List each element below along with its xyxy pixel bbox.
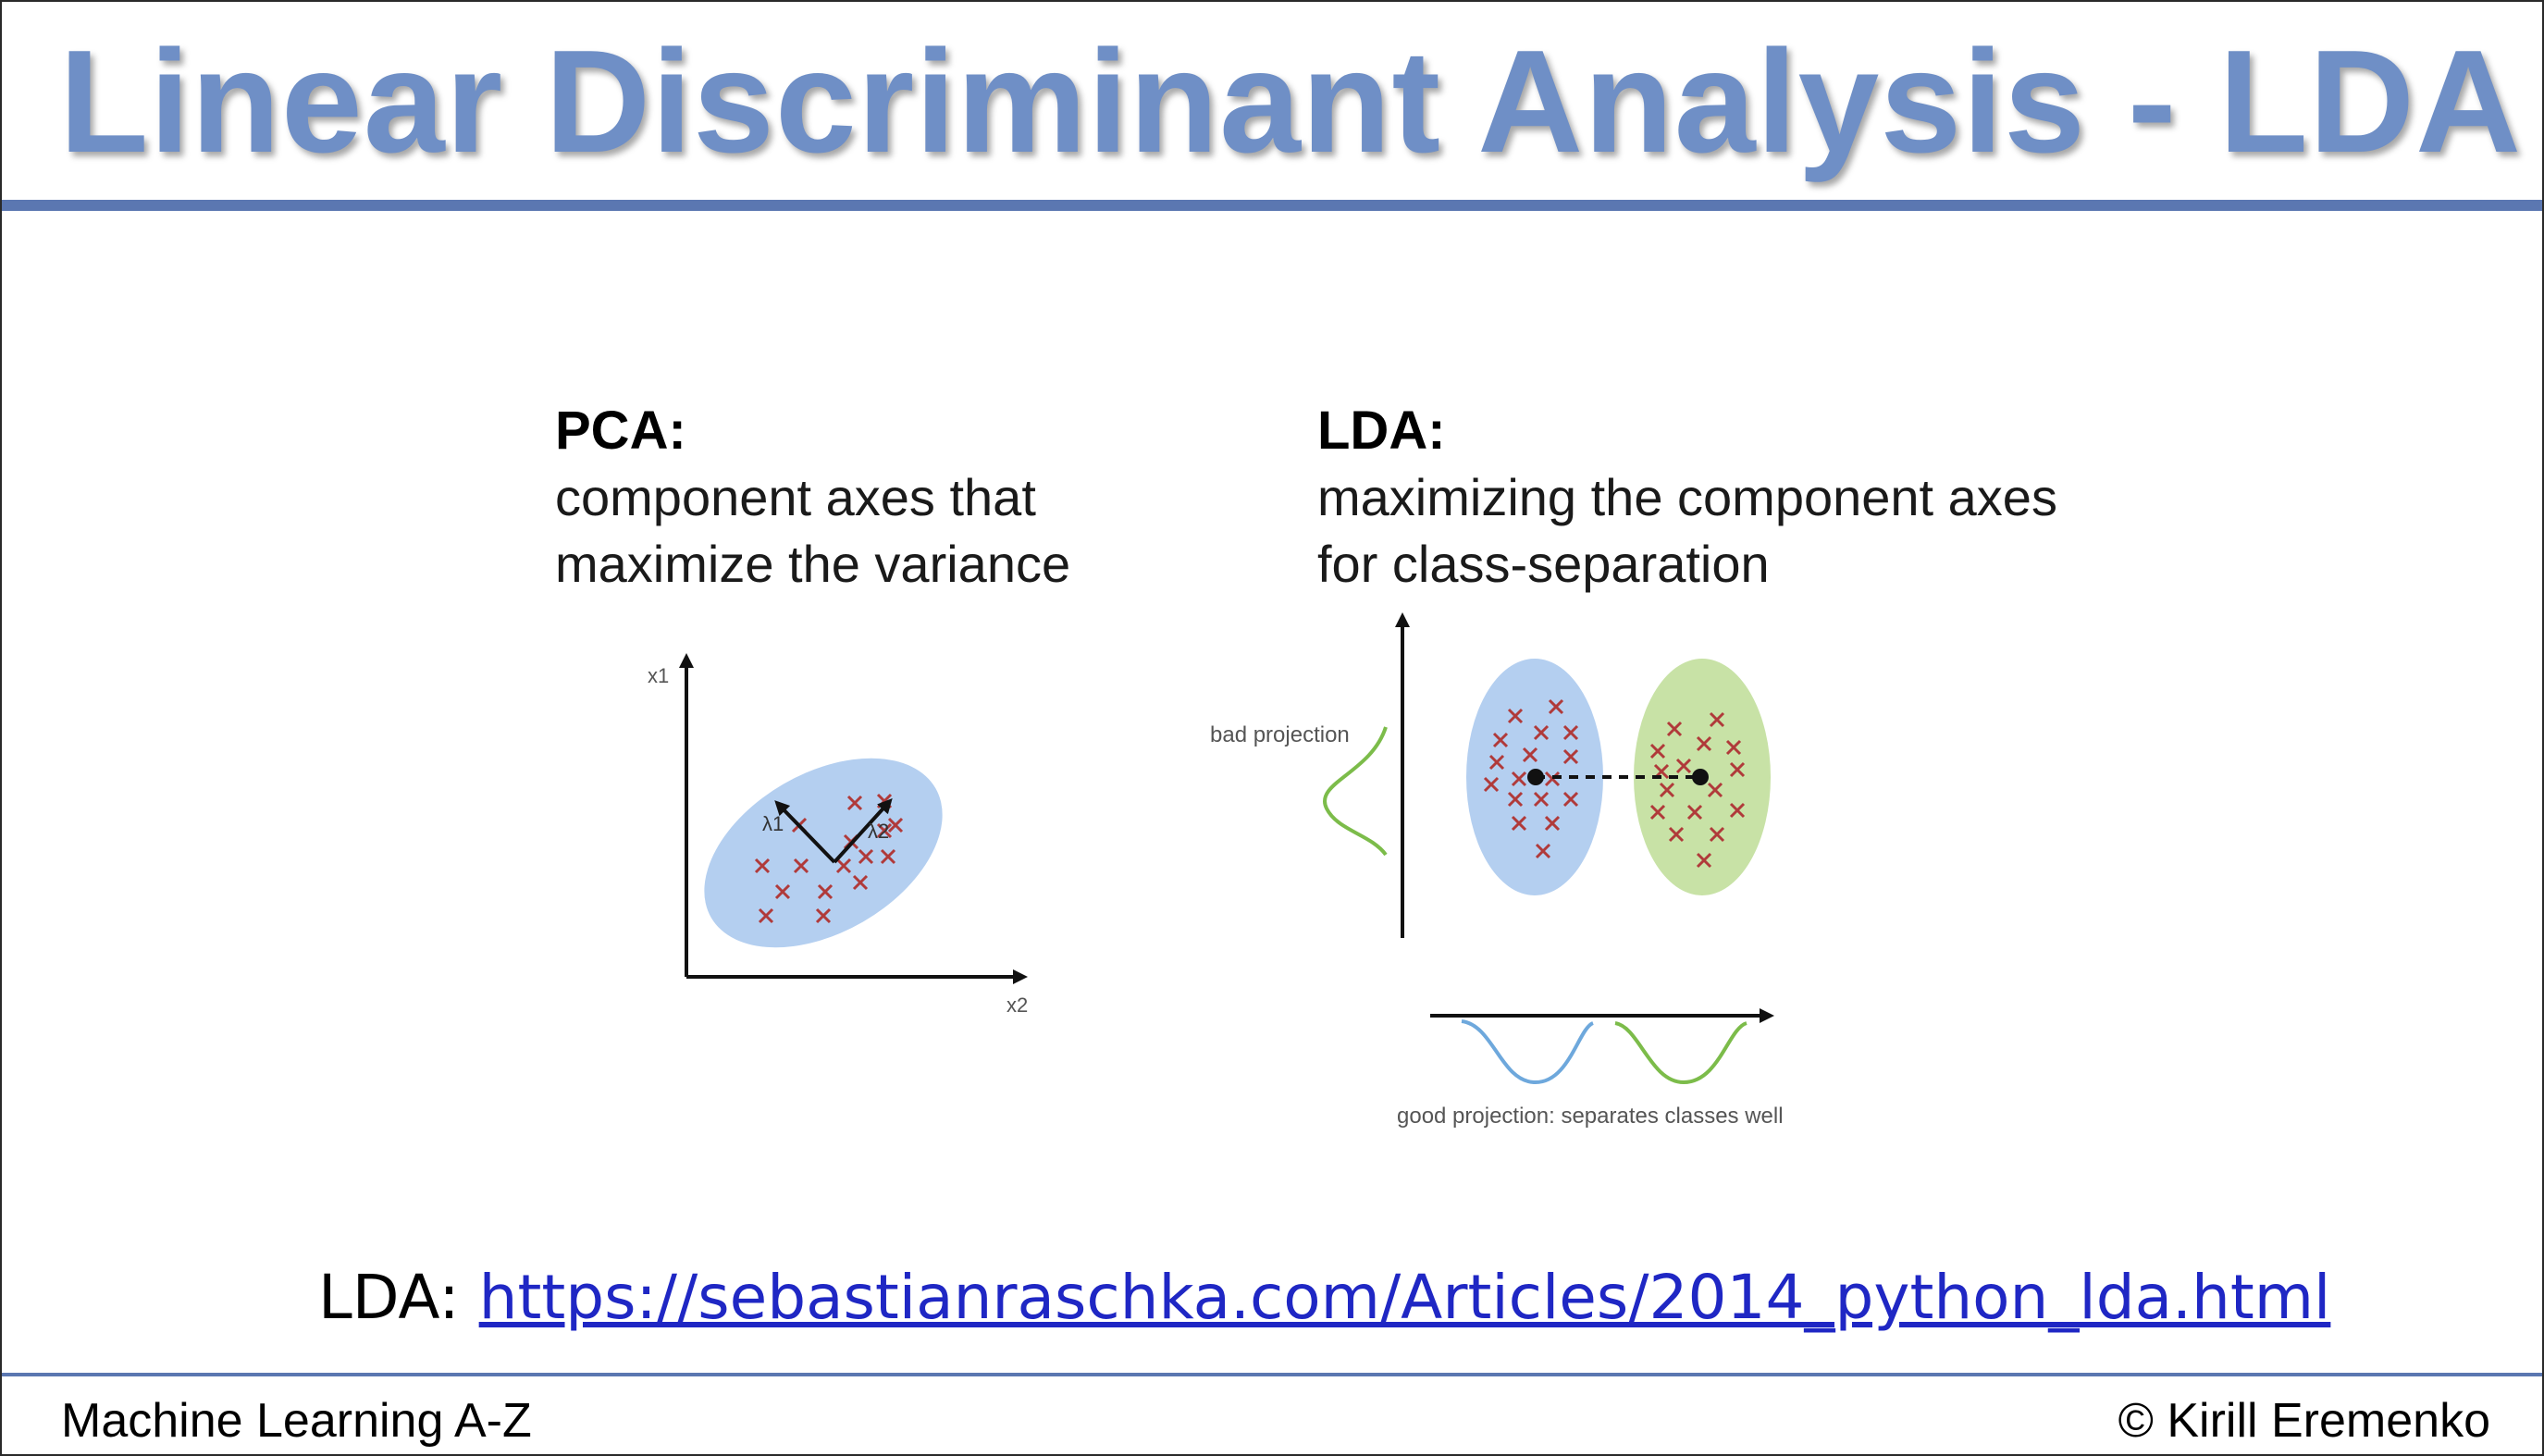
lda-marker-17: [1535, 843, 1551, 859]
pca-marker-6: [887, 817, 904, 833]
pca-plot: x1 x2 λ1 λ2: [648, 653, 1028, 1017]
lambda2-label: λ2: [868, 820, 889, 843]
footer-author: © Kirill Eremenko: [2118, 1394, 2490, 1448]
bad-projection-label: bad projection: [1210, 722, 1350, 747]
lda-marker-28: [1649, 804, 1666, 821]
class-a-projection-curve: [1461, 1019, 1595, 1085]
lambda1-label: λ1: [762, 812, 784, 835]
lda-marker-10: [1511, 771, 1527, 787]
lda-plot: bad projection good projection: separate…: [1210, 612, 1784, 1129]
footer-divider: [2, 1373, 2542, 1376]
lda-marker-31: [1668, 826, 1685, 843]
lda-marker-22: [1725, 739, 1742, 756]
pca-marker-9: [835, 858, 852, 874]
lda-marker-26: [1659, 782, 1675, 798]
pca-marker-11: [880, 848, 896, 865]
lda-marker-3: [1492, 732, 1509, 748]
footer-course: Machine Learning A-Z: [61, 1394, 532, 1448]
lda-marker-24: [1675, 758, 1692, 774]
class-a-mean: [1527, 769, 1544, 785]
lda-marker-25: [1729, 761, 1746, 778]
lda-marker-20: [1649, 743, 1666, 759]
pca-marker-5: [876, 822, 893, 839]
pca-heading: PCA:: [555, 401, 686, 461]
pca-marker-10: [858, 848, 874, 865]
pca-marker-14: [852, 874, 869, 891]
lda-marker-4: [1533, 724, 1550, 741]
pca-marker-13: [817, 883, 834, 900]
lda-marker-15: [1511, 815, 1527, 832]
lda-marker-1: [1507, 708, 1524, 724]
lda-marker-9: [1483, 776, 1500, 793]
lda-marker-16: [1544, 815, 1561, 832]
title-divider: [2, 200, 2542, 211]
lda-marker-33: [1696, 852, 1712, 869]
lda-marker-19: [1709, 711, 1725, 728]
pca-y-axis-label: x1: [648, 664, 669, 687]
pca-marker-7: [754, 858, 771, 874]
good-projection-label: good projection: separates classes well: [1397, 1104, 1784, 1129]
reference-prefix: LDA:: [318, 1262, 479, 1333]
class-b-mean: [1692, 769, 1709, 785]
lda-data-points: [1483, 698, 1746, 869]
class-b-projection-curve: [1614, 1021, 1747, 1085]
lda-marker-5: [1562, 724, 1579, 741]
pca-marker-8: [793, 858, 809, 874]
pca-marker-12: [774, 883, 791, 900]
lda-heading: LDA:: [1317, 401, 1446, 461]
pca-marker-15: [758, 907, 774, 924]
lda-marker-14: [1562, 791, 1579, 808]
pca-x-axis-label: x2: [1006, 993, 1028, 1017]
lda-marker-30: [1729, 802, 1746, 819]
lda-marker-8: [1562, 748, 1579, 765]
pca-description: component axes that maximize the varianc…: [555, 468, 1071, 593]
lda-marker-18: [1666, 721, 1683, 737]
reference-link[interactable]: https://sebastianraschka.com/Articles/20…: [478, 1262, 2331, 1333]
lda-marker-7: [1522, 747, 1538, 763]
lambda1-vector: [774, 800, 836, 864]
lda-marker-27: [1707, 782, 1723, 798]
lda-marker-32: [1709, 826, 1725, 843]
lambda2-vector: [833, 798, 893, 864]
lda-marker-13: [1533, 791, 1550, 808]
reference-line: LDA: https://sebastianraschka.com/Articl…: [318, 1262, 2330, 1333]
slide-title: Linear Discriminant Analysis - LDA: [59, 20, 2523, 183]
pca-marker-1: [846, 795, 863, 811]
lda-marker-21: [1696, 735, 1712, 752]
lda-marker-29: [1686, 804, 1703, 821]
lda-description: maximizing the component axes for class-…: [1317, 468, 2057, 593]
pca-marker-16: [815, 907, 832, 924]
lda-marker-12: [1507, 791, 1524, 808]
lda-marker-2: [1548, 698, 1564, 715]
bad-projection-curve: [1323, 726, 1388, 857]
lda-marker-6: [1488, 754, 1505, 771]
